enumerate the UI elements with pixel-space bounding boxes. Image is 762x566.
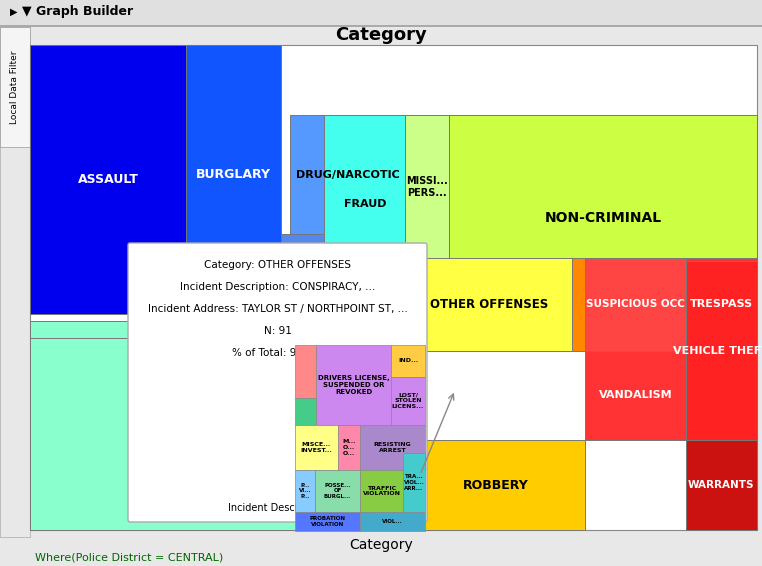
Text: BURGLARY: BURGLARY (196, 168, 271, 181)
Text: POSSE...
OF
BURGL...: POSSE... OF BURGL... (324, 483, 351, 499)
Text: DRIVERS LICENSE,
SUSPENDED OR
REVOKED: DRIVERS LICENSE, SUSPENDED OR REVOKED (318, 375, 389, 395)
Bar (585, 350, 686, 440)
Bar (405, 440, 585, 530)
Text: IND...: IND... (398, 358, 418, 363)
Bar (30, 321, 405, 338)
Text: DRU...: DRU... (285, 258, 320, 268)
Text: TRA...
VIOL...
ARR...: TRA... VIOL... ARR... (404, 474, 424, 491)
Bar (686, 440, 757, 530)
Bar (316, 345, 391, 425)
Text: Where(Police District = CENTRAL): Where(Police District = CENTRAL) (35, 553, 223, 563)
Bar (360, 425, 425, 470)
Bar (281, 234, 325, 293)
Bar (686, 259, 757, 350)
Bar (0, 0, 762, 25)
Text: Incident Description: Incident Description (229, 503, 327, 513)
Bar (391, 377, 425, 425)
Text: WARRANTS: WARRANTS (688, 480, 754, 490)
Bar (281, 293, 325, 321)
Bar (686, 261, 757, 440)
Text: LARCENY/THEFT: LARCENY/THEFT (167, 325, 268, 335)
Text: M...
O...
O...: M... O... O... (342, 439, 356, 456)
Text: % of Total: 9.41%: % of Total: 9.41% (232, 348, 323, 358)
Bar (325, 115, 405, 293)
Text: ▼ Graph Builder: ▼ Graph Builder (22, 6, 133, 19)
Bar (403, 453, 425, 512)
Bar (30, 45, 186, 314)
Text: Category: Category (349, 538, 413, 552)
Text: Category: OTHER OFFENSES: Category: OTHER OFFENSES (204, 260, 351, 270)
Text: Incident Address: TAYLOR ST / NORTHPOINT ST, ...: Incident Address: TAYLOR ST / NORTHPOINT… (148, 304, 408, 314)
Text: P...
VI...
P...: P... VI... P... (299, 483, 312, 499)
Text: RESISTING
ARREST: RESISTING ARREST (373, 442, 411, 453)
Text: VANDALISM: VANDALISM (599, 391, 672, 400)
Bar (405, 259, 572, 350)
Bar (0, 27, 30, 537)
Bar (295, 425, 338, 470)
Text: VIOL...: VIOL... (382, 519, 403, 524)
Text: NON-CRIMINAL: NON-CRIMINAL (544, 211, 661, 225)
Bar (30, 45, 757, 530)
Text: OTHER OFFENSES: OTHER OFFENSES (430, 298, 548, 311)
Bar (338, 425, 360, 470)
Bar (295, 470, 315, 512)
Text: FOR...
COU...: FOR... COU... (285, 296, 320, 318)
FancyBboxPatch shape (128, 243, 427, 522)
Bar (295, 398, 316, 425)
Text: TRAFFIC
VIOLATION: TRAFFIC VIOLATION (363, 486, 401, 496)
Text: TRESPASS: TRESPASS (690, 299, 753, 310)
Bar (405, 115, 449, 259)
Text: MISCE...
INVEST...: MISCE... INVEST... (301, 442, 332, 453)
Text: DRUG/NARCOTIC: DRUG/NARCOTIC (296, 170, 399, 180)
Bar (30, 338, 405, 530)
Text: ROBBERY: ROBBERY (463, 479, 528, 492)
Text: Local Data Filter: Local Data Filter (11, 50, 20, 124)
Bar (449, 115, 757, 321)
Text: SUSPICIOUS OCC: SUSPICIOUS OCC (586, 299, 685, 310)
Bar (360, 470, 403, 512)
Text: Category: Category (335, 26, 427, 44)
Bar (391, 345, 425, 377)
Bar (0, 27, 30, 147)
Bar (315, 470, 360, 512)
Bar (360, 512, 425, 531)
Bar (0, 25, 762, 27)
Text: N: 91: N: 91 (264, 326, 291, 336)
Bar (295, 512, 360, 531)
Text: ▶: ▶ (10, 7, 18, 17)
Bar (186, 305, 281, 321)
Text: VEHICLE THEFT: VEHICLE THEFT (674, 346, 762, 355)
Text: DISORDERLY...: DISORDERLY... (197, 308, 270, 318)
Bar (585, 259, 686, 350)
Text: PROBATION
VIOLATION: PROBATION VIOLATION (309, 516, 345, 527)
Bar (290, 115, 405, 234)
Bar (186, 45, 281, 305)
Text: ASSAULT: ASSAULT (78, 173, 139, 186)
Text: LOST/
STOLEN
LICENS...: LOST/ STOLEN LICENS... (392, 393, 424, 409)
Text: FRAUD: FRAUD (344, 199, 386, 209)
Text: MISSI...
PERS...: MISSI... PERS... (406, 176, 448, 198)
Bar (572, 259, 585, 350)
Text: Incident Description: CONSPIRACY, ...: Incident Description: CONSPIRACY, ... (180, 282, 375, 292)
Bar (295, 345, 316, 398)
